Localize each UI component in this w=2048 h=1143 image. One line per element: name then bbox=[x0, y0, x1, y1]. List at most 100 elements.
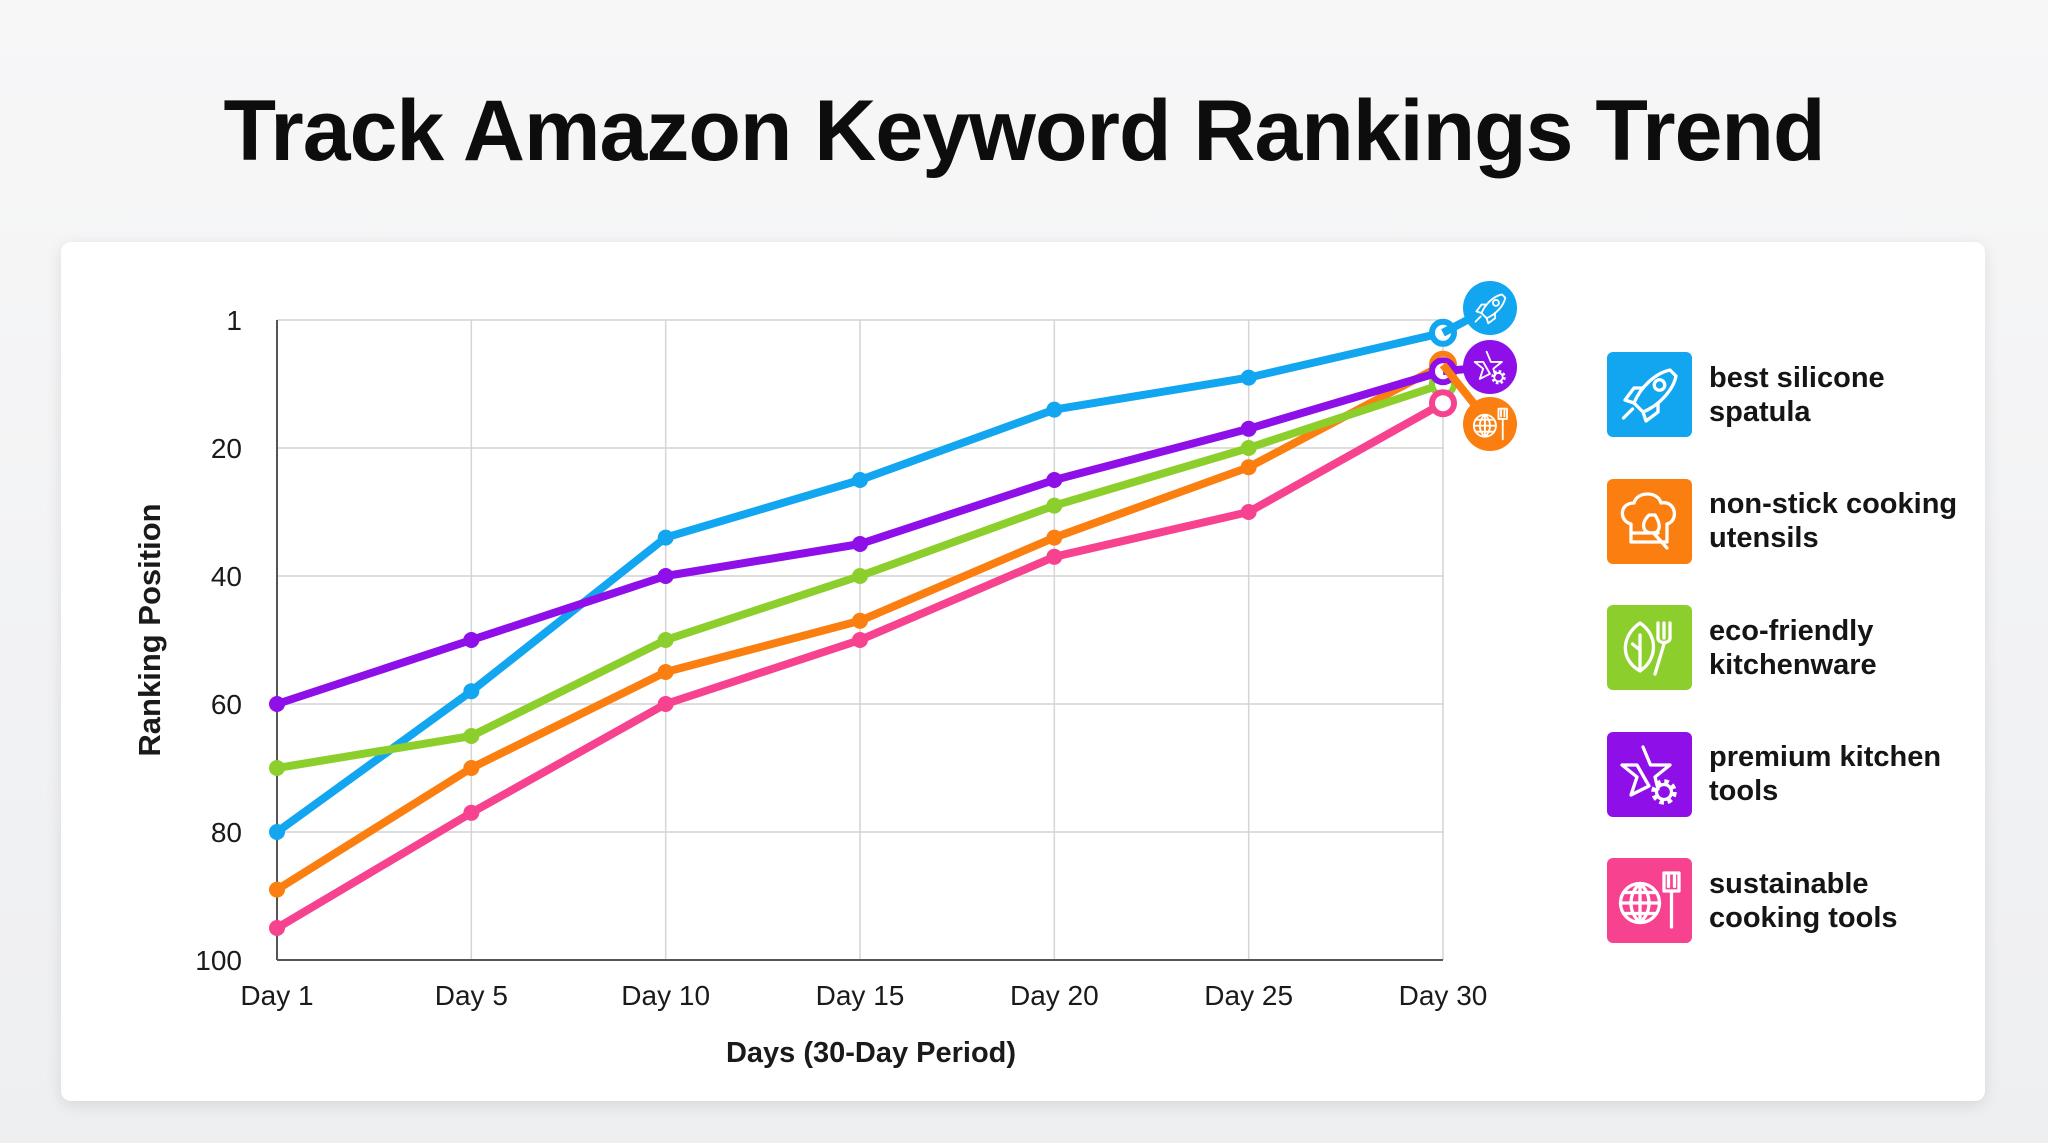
y-tick-label: 100 bbox=[195, 945, 242, 976]
icon-path bbox=[1485, 312, 1497, 325]
x-axis-title: Days (30-Day Period) bbox=[726, 1037, 1016, 1069]
x-tick-label: Day 10 bbox=[621, 980, 710, 1011]
x-tick-label: Day 20 bbox=[1010, 980, 1099, 1011]
legend-label: sustainable cooking tools bbox=[1709, 867, 1898, 934]
icon-path bbox=[1618, 881, 1662, 925]
data-point bbox=[1240, 504, 1257, 520]
data-point bbox=[1046, 472, 1063, 488]
data-point bbox=[269, 696, 285, 712]
legend-label: eco-friendly kitchenware bbox=[1709, 614, 1877, 681]
legend-item: eco-friendly kitchenware bbox=[1607, 605, 1987, 690]
y-tick-label: 80 bbox=[211, 817, 242, 848]
leaf-fork-icon bbox=[1607, 605, 1692, 690]
icon-path bbox=[1652, 378, 1667, 392]
series-best-silicone-spatula bbox=[269, 318, 1457, 840]
data-point bbox=[269, 920, 285, 936]
icon-path bbox=[1630, 642, 1642, 652]
icon-path bbox=[1656, 621, 1672, 645]
icon-path bbox=[1492, 298, 1500, 307]
chef-hat-whisk-icon bbox=[1607, 478, 1692, 564]
legend-item: best silicone spatula bbox=[1607, 352, 1987, 437]
data-point bbox=[269, 760, 285, 776]
globe-spatula-icon bbox=[1607, 858, 1692, 943]
series-premium-kitchen-tools bbox=[269, 357, 1457, 712]
x-tick-label: Day 1 bbox=[240, 980, 313, 1011]
star-gear-icon bbox=[1473, 350, 1506, 385]
data-point bbox=[852, 472, 868, 488]
icon-path bbox=[1641, 401, 1660, 423]
icon-path bbox=[1623, 621, 1655, 673]
data-point bbox=[463, 683, 480, 700]
x-tick-label: Day 5 bbox=[435, 980, 508, 1011]
icon-path bbox=[1620, 744, 1672, 797]
data-point bbox=[269, 824, 285, 840]
icon-path bbox=[1653, 642, 1666, 676]
data-point bbox=[657, 664, 674, 680]
icon-path bbox=[1474, 315, 1482, 323]
badge-circle bbox=[1463, 281, 1517, 335]
data-point bbox=[463, 760, 480, 776]
icon-path bbox=[1623, 386, 1645, 405]
y-tick-label: 40 bbox=[211, 561, 242, 592]
legend-label: best silicone spatula bbox=[1709, 361, 1885, 428]
data-point bbox=[1240, 369, 1257, 386]
icon-path bbox=[1620, 491, 1676, 544]
legend-label: non-stick cooking utensils bbox=[1709, 488, 1958, 554]
icon-path bbox=[1472, 413, 1497, 438]
icon-path bbox=[1491, 369, 1506, 385]
data-point bbox=[463, 728, 480, 744]
data-point bbox=[1429, 389, 1457, 418]
rocket-icon bbox=[1474, 293, 1507, 325]
series-eco-friendly-kitchenware bbox=[269, 370, 1457, 776]
y-axis-title: Ranking Position bbox=[132, 503, 167, 756]
data-point bbox=[852, 632, 868, 648]
icon-path bbox=[1662, 871, 1681, 929]
rocket-icon bbox=[1607, 352, 1692, 437]
legend-item: sustainable cooking tools bbox=[1607, 858, 1987, 943]
icon-path bbox=[1473, 350, 1503, 380]
x-tick-label: Day 25 bbox=[1204, 980, 1293, 1011]
icon-path bbox=[1621, 407, 1635, 420]
y-tick-label: 60 bbox=[211, 689, 242, 720]
data-point bbox=[657, 568, 674, 584]
icon-path bbox=[1651, 530, 1669, 550]
icon-path bbox=[1493, 372, 1504, 383]
icon-path bbox=[1641, 512, 1661, 535]
y-tick-label: 1 bbox=[226, 305, 242, 336]
icon-path bbox=[1497, 407, 1508, 441]
data-point bbox=[1240, 440, 1257, 456]
globe-spatula-icon bbox=[1472, 407, 1508, 441]
x-tick-label: Day 30 bbox=[1399, 980, 1488, 1011]
data-point bbox=[1046, 529, 1063, 546]
y-tick-label: 20 bbox=[211, 433, 242, 464]
icon-path bbox=[1651, 778, 1677, 805]
data-point bbox=[852, 536, 868, 552]
data-point bbox=[657, 529, 674, 546]
badge-circle bbox=[1463, 340, 1517, 394]
legend-item: non-stick cooking utensils bbox=[1607, 478, 1987, 564]
data-point bbox=[1240, 420, 1257, 437]
x-tick-label: Day 15 bbox=[816, 980, 905, 1011]
data-point bbox=[1240, 459, 1257, 476]
page-title: Track Amazon Keyword Rankings Trend bbox=[223, 83, 1825, 179]
icon-path bbox=[1632, 368, 1678, 414]
data-point bbox=[463, 632, 480, 648]
data-point bbox=[852, 568, 868, 584]
data-point bbox=[463, 804, 480, 821]
series-sustainable-cooking-tools bbox=[269, 389, 1457, 936]
data-point bbox=[269, 881, 285, 898]
data-point bbox=[852, 612, 868, 629]
icon-path bbox=[1654, 782, 1674, 801]
end-badge bbox=[1441, 281, 1517, 337]
icon-path bbox=[1475, 303, 1488, 315]
legend-item: premium kitchen tools bbox=[1607, 731, 1987, 817]
data-point bbox=[657, 696, 674, 712]
data-point bbox=[657, 632, 674, 648]
legend-label: premium kitchen tools bbox=[1709, 741, 1942, 807]
end-badge bbox=[1439, 362, 1517, 451]
star-gear-icon bbox=[1607, 731, 1692, 817]
data-point bbox=[1046, 548, 1063, 565]
data-point bbox=[1046, 401, 1063, 418]
data-point bbox=[1046, 497, 1063, 514]
